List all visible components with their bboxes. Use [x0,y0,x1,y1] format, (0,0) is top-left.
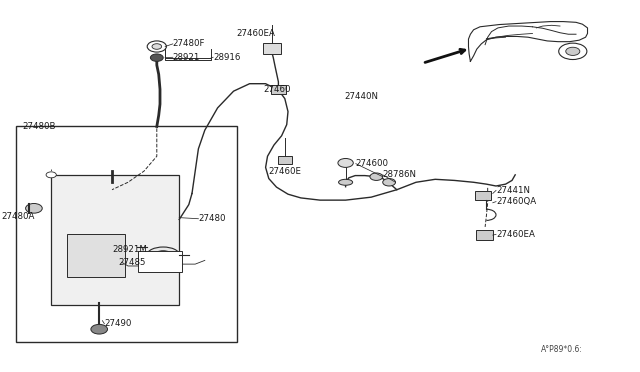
Bar [263,43,281,54]
Bar [16,126,237,342]
Bar [138,251,182,272]
Circle shape [559,43,587,60]
Text: 27480B: 27480B [22,122,56,131]
Text: 27480F: 27480F [173,39,205,48]
Circle shape [338,158,353,167]
Text: 27460EA: 27460EA [237,29,276,38]
Bar [67,234,125,277]
Text: 27490: 27490 [104,319,132,328]
Text: 28786N: 28786N [383,170,417,179]
Text: A°P89*0.6:: A°P89*0.6: [541,345,582,354]
Circle shape [566,47,580,55]
Text: 27480: 27480 [198,214,226,223]
Text: 27460E: 27460E [269,167,302,176]
Circle shape [150,54,163,61]
Ellipse shape [155,251,172,259]
Text: 28921: 28921 [173,53,200,62]
Text: 27485: 27485 [118,258,146,267]
Text: 28921M: 28921M [112,245,147,254]
Bar [476,230,493,240]
Text: 27480A: 27480A [1,212,35,221]
Text: 27460: 27460 [264,85,291,94]
Text: 274600: 274600 [356,159,389,168]
Text: 27441N: 27441N [496,186,530,195]
Ellipse shape [147,247,179,263]
Circle shape [26,203,42,213]
Bar [476,190,492,200]
Text: 27440N: 27440N [344,92,378,101]
Text: 27460EA: 27460EA [496,230,535,239]
Circle shape [383,179,396,186]
Bar [278,156,292,164]
Text: 28916: 28916 [213,53,241,62]
Circle shape [91,324,108,334]
Circle shape [370,173,383,180]
Bar [51,175,179,305]
Text: 27460QA: 27460QA [496,197,536,206]
Circle shape [152,44,162,49]
Circle shape [147,41,166,52]
Bar [271,85,286,94]
Ellipse shape [339,179,353,185]
Circle shape [46,172,56,178]
